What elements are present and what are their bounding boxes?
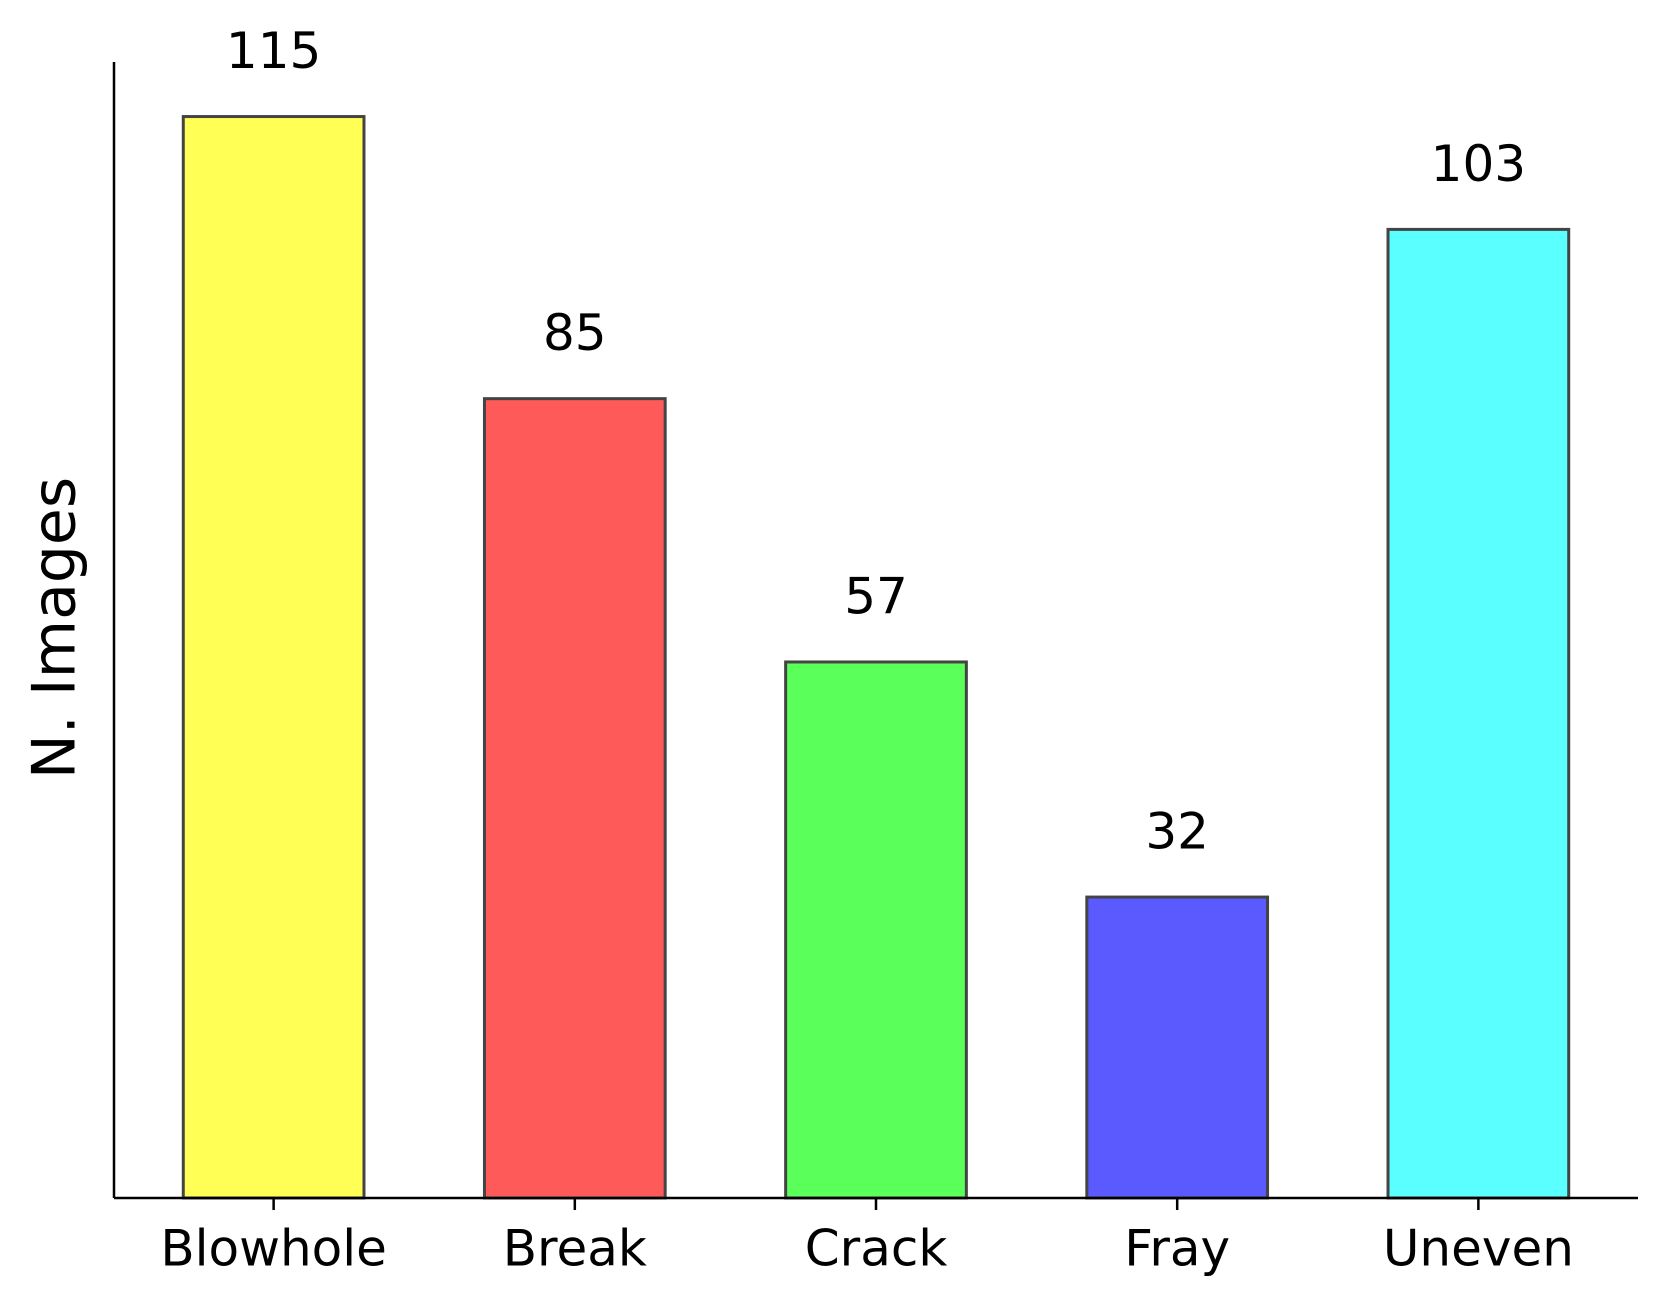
value-label: 115 [226,22,321,80]
bar [482,397,667,1200]
value-label: 103 [1431,135,1526,193]
bar [181,115,366,1200]
x-tick-label: Break [503,1220,647,1278]
value-label: 57 [844,567,908,625]
bar [1085,895,1270,1200]
x-tick-label: Blowhole [160,1220,387,1278]
y-axis-label: N. Images [20,477,90,779]
value-label: 32 [1145,803,1209,861]
bar [1386,227,1571,1200]
value-label: 85 [543,304,607,362]
x-tick-label: Crack [805,1220,948,1278]
x-tick-label: Fray [1124,1220,1230,1278]
x-tick-label: Uneven [1383,1220,1574,1278]
bar [784,660,968,1200]
